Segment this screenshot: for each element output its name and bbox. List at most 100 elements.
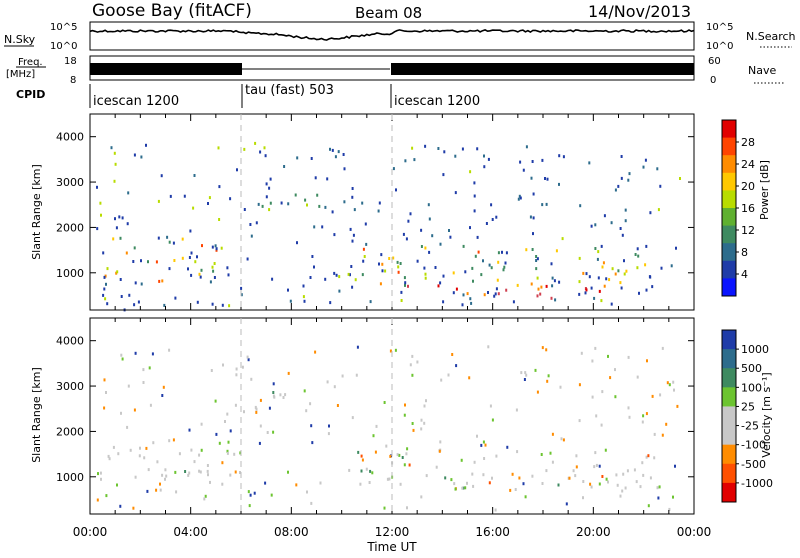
echo-cell: [361, 458, 364, 462]
echo-cell: [168, 267, 171, 271]
cpid-segment-1: icescan 1200: [93, 94, 179, 109]
echo-cell: [355, 373, 358, 377]
station-title: Goose Bay (fitACF): [92, 1, 252, 21]
echo-cell: [476, 235, 479, 239]
echo-cell: [574, 474, 577, 478]
echo-cell: [595, 414, 598, 418]
echo-cell: [452, 291, 455, 295]
echo-cell: [287, 371, 290, 375]
echo-cell: [588, 275, 591, 279]
echo-cell: [360, 454, 363, 458]
echo-cell: [653, 456, 656, 460]
echo-cell: [309, 402, 312, 406]
echo-cell: [672, 380, 675, 384]
echo-cell: [549, 451, 552, 455]
echo-cell: [472, 484, 475, 488]
echo-cell: [534, 368, 537, 372]
echo-cell: [96, 498, 99, 502]
echo-cell: [250, 377, 253, 381]
echo-cell: [589, 482, 592, 486]
echo-cell: [601, 390, 604, 394]
echo-cell: [190, 448, 193, 452]
echo-cell: [496, 278, 499, 282]
echo-cell: [468, 376, 471, 380]
echo-cell: [628, 415, 631, 419]
echo-cell: [473, 194, 476, 198]
freq-block-1: [90, 63, 242, 75]
echo-cell: [443, 150, 446, 154]
echo-cell: [174, 470, 177, 474]
echo-cell: [333, 385, 336, 389]
echo-cell: [627, 406, 630, 410]
cpid-label: CPID: [16, 88, 45, 101]
freq-tick-low: 8: [70, 75, 76, 86]
colorbar-segment: [722, 406, 736, 427]
echo-cell: [198, 469, 201, 473]
colorbar-segment: [722, 172, 736, 191]
echo-cell: [603, 284, 606, 288]
colorbar-tick-label: -100: [741, 439, 766, 452]
echo-cell: [306, 490, 308, 494]
x-axis-label: Time UT: [366, 540, 417, 554]
echo-cell: [404, 159, 407, 163]
echo-cell: [140, 282, 143, 286]
echo-cell: [545, 202, 548, 206]
echo-cell: [532, 192, 535, 196]
echo-cell: [313, 265, 315, 269]
echo-cell: [328, 424, 330, 428]
cpid-segment-3: icescan 1200: [394, 94, 480, 109]
echo-cell: [259, 424, 262, 428]
freq-block-2: [391, 63, 694, 75]
echo-cell: [228, 304, 231, 308]
echo-cell: [616, 483, 619, 487]
echo-cell: [97, 472, 99, 476]
echo-cell: [505, 251, 508, 255]
echo-cell: [338, 289, 341, 293]
echo-cell: [490, 266, 493, 270]
echo-cell: [578, 419, 581, 423]
echo-cell: [218, 441, 221, 445]
echo-cell: [352, 233, 355, 237]
echo-cell: [381, 269, 384, 273]
echo-cell: [145, 143, 147, 147]
echo-cell: [316, 193, 319, 197]
colorbar-tick-label: 4: [741, 268, 748, 281]
echo-cell: [590, 286, 593, 290]
echo-cell: [673, 388, 675, 392]
echo-cell: [434, 266, 437, 269]
echo-cell: [529, 215, 532, 219]
ytick-label: 4000: [56, 131, 84, 144]
echo-cell: [211, 302, 214, 306]
echo-cell: [155, 260, 158, 264]
echo-cell: [480, 273, 483, 277]
echo-cell: [645, 244, 648, 248]
echo-cell: [502, 268, 505, 272]
echo-cell: [442, 274, 445, 278]
echo-cell: [406, 506, 408, 510]
echo-cell: [157, 236, 160, 240]
echo-cell: [530, 282, 533, 286]
echo-cell: [404, 281, 407, 285]
echo-cell: [173, 259, 176, 262]
echo-cell: [653, 432, 656, 436]
echo-cell: [359, 482, 362, 486]
echo-cell: [314, 350, 317, 354]
echo-cell: [116, 483, 118, 487]
echo-cell: [454, 154, 457, 158]
echo-cell: [302, 284, 305, 288]
echo-cell: [524, 495, 527, 499]
echo-cell: [595, 463, 598, 467]
echo-cell: [119, 504, 122, 508]
colorbar-segment: [722, 120, 736, 139]
echo-cell: [541, 482, 544, 485]
echo-cell: [628, 172, 631, 176]
echo-cell: [132, 260, 135, 263]
ytick-label: 3000: [56, 380, 84, 393]
echo-cell: [532, 232, 534, 236]
echo-cell: [361, 273, 364, 277]
echo-cell: [665, 422, 668, 426]
colorbar-segment: [722, 482, 736, 503]
echo-cell: [214, 399, 217, 403]
echo-cell: [273, 395, 276, 399]
echo-cell: [362, 259, 365, 263]
